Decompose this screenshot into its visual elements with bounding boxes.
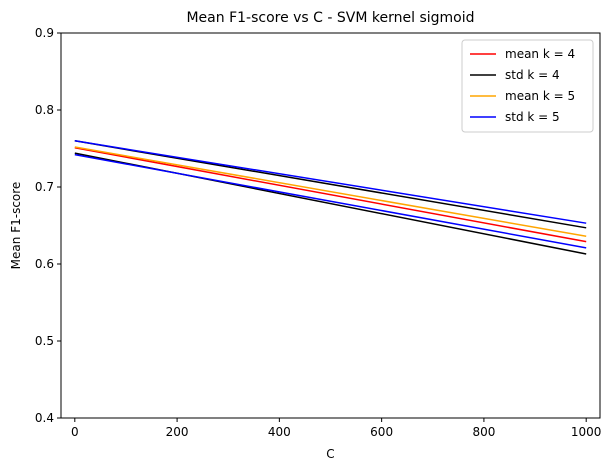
y-tick-label: 0.8 <box>35 103 54 117</box>
legend-label: std k = 5 <box>505 110 560 124</box>
x-axis-title: C <box>326 447 334 461</box>
x-tick-label: 200 <box>166 425 189 439</box>
x-tick-label: 0 <box>71 425 79 439</box>
y-axis-title: Mean F1-score <box>9 182 23 270</box>
x-axis: 0 200 400 600 800 1000 <box>71 418 601 439</box>
legend-label: mean k = 4 <box>505 47 575 61</box>
series-line-mean-k-4 <box>74 146 587 243</box>
chart-title: Mean F1-score vs C - SVM kernel sigmoid <box>186 10 474 26</box>
legend-box <box>461 39 594 133</box>
legend-label: mean k = 5 <box>505 89 575 103</box>
plot-frame <box>60 32 601 419</box>
x-tick-label: 800 <box>472 425 495 439</box>
y-tick-label: 0.4 <box>35 411 54 425</box>
series-line-std-k-5 <box>74 153 587 249</box>
y-tick-label: 0.5 <box>35 334 54 348</box>
legend-label: std k = 4 <box>505 68 560 82</box>
series-line-std-k-4 <box>74 140 587 229</box>
x-tick-label: 400 <box>268 425 291 439</box>
legend: mean k = 4 std k = 4 mean k = 5 std k = 5 <box>461 39 594 133</box>
y-axis: 0.4 0.5 0.6 0.7 0.8 0.9 <box>35 26 61 425</box>
y-tick-label: 0.7 <box>35 180 54 194</box>
plot-area <box>74 140 587 255</box>
series-line-std-k-5 <box>74 140 587 224</box>
x-tick-label: 600 <box>370 425 393 439</box>
x-tick-label: 1000 <box>571 425 602 439</box>
series-line-mean-k-5 <box>74 146 587 238</box>
y-tick-label: 0.6 <box>35 257 54 271</box>
y-tick-label: 0.9 <box>35 26 54 40</box>
